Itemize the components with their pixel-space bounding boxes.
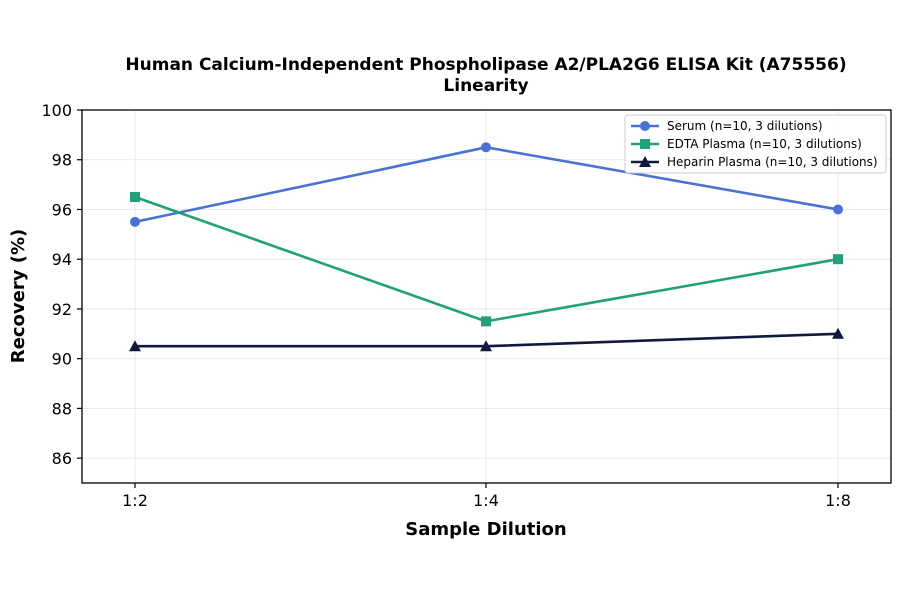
y-tick-label: 92 [52,300,72,319]
y-tick-label: 86 [52,449,72,468]
series-triangle [129,327,844,352]
legend-item: EDTA Plasma (n=10, 3 dilutions) [631,137,862,151]
series-square [130,192,843,327]
legend-label: Serum (n=10, 3 dilutions) [667,119,823,133]
data-point [130,216,140,227]
y-tick-label: 88 [52,399,72,418]
legend-marker [640,121,650,131]
chart-subtitle: Linearity [443,76,528,96]
data-point [129,340,141,352]
y-axis-label: Recovery (%) [8,229,29,363]
y-tick-label: 94 [52,250,72,269]
data-point [480,340,492,352]
legend-label: Heparin Plasma (n=10, 3 dilutions) [667,155,878,169]
x-tick-label: 1:8 [825,491,851,510]
legend-item: Heparin Plasma (n=10, 3 dilutions) [631,155,878,169]
legend-label: EDTA Plasma (n=10, 3 dilutions) [667,137,862,151]
x-axis-label: Sample Dilution [405,519,566,540]
data-point [833,204,843,215]
legend-box [624,114,887,174]
y-tick-label: 100 [41,101,72,120]
legend: Serum (n=10, 3 dilutions) EDTA Plasma (n=… [624,114,887,174]
y-tick-label: 98 [52,151,72,170]
series-circle [130,142,843,227]
data-point [130,192,140,203]
data-point [481,316,491,327]
data-point [481,142,491,153]
chart-title: Human Calcium-Independent Phospholipase … [125,55,846,75]
y-tick-label: 96 [52,200,72,219]
data-point [833,254,843,265]
legend-marker [639,156,651,167]
axes: 86 88 90 92 94 96 98 100 1:2 1:4 1:8 [41,101,850,510]
legend-item: Serum (n=10, 3 dilutions) [631,119,823,133]
x-tick-label: 1:2 [122,491,148,510]
data-point [832,327,844,339]
series-layer [129,142,844,352]
y-tick-label: 90 [52,350,72,369]
x-tick-label: 1:4 [473,491,499,510]
legend-marker [640,139,650,149]
